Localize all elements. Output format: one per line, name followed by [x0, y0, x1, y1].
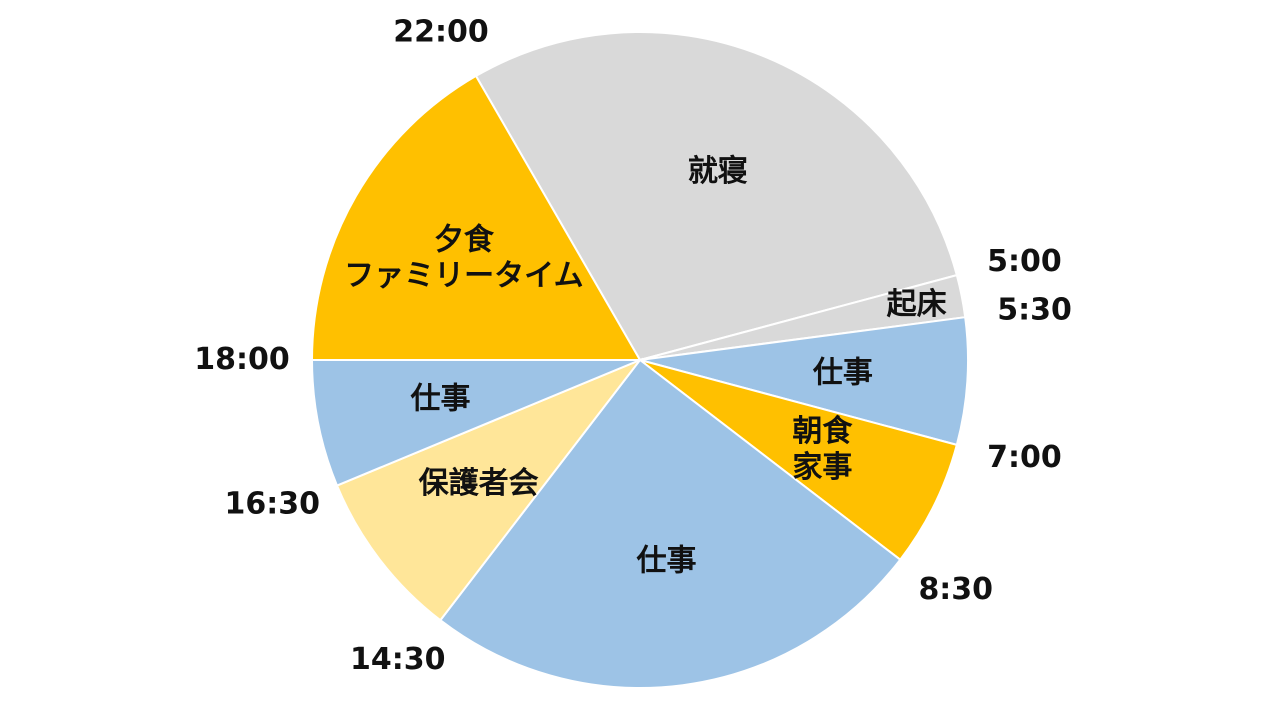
- pie-slice: [310, 74, 642, 361]
- slice-label: 夕食ファミリータイム: [344, 222, 583, 293]
- slice-label: 仕事: [636, 543, 697, 578]
- pie-slice: [639, 359, 959, 562]
- boundary-label: 8:30: [918, 572, 993, 607]
- slice-label: 就寝: [688, 154, 748, 189]
- pie-slice: [438, 358, 902, 689]
- boundary-label: 5:30: [997, 292, 1072, 327]
- boundary-label: 22:00: [393, 14, 489, 49]
- slice-label: 朝食家事: [792, 413, 853, 484]
- slice-label: 保護者会: [419, 465, 539, 500]
- pie-slice: [335, 357, 644, 622]
- pie-slice: [639, 316, 969, 447]
- boundary-label: 7:00: [987, 439, 1062, 474]
- boundary-label: 5:00: [987, 244, 1062, 279]
- boundary-label: 14:30: [350, 641, 446, 676]
- pie-slice: [310, 359, 641, 487]
- slice-label: 起床: [887, 286, 947, 321]
- boundary-label: 18:00: [194, 342, 290, 377]
- boundary-label: 16:30: [225, 486, 321, 521]
- pie-slice: [474, 31, 959, 362]
- slice-label: 仕事: [410, 381, 471, 416]
- slice-label: 仕事: [812, 355, 873, 390]
